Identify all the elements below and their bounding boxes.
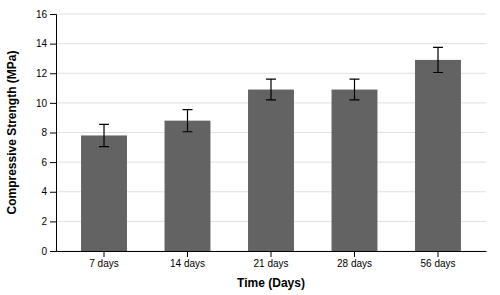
tick-mark (50, 221, 56, 222)
tick-label: 0 (41, 246, 47, 257)
tick: 4 (41, 186, 56, 197)
tick: 7 days (89, 251, 118, 269)
tick-mark (50, 251, 56, 252)
tick-label: 6 (41, 157, 47, 168)
marks (81, 47, 461, 251)
tick-label: 16 (36, 9, 48, 20)
error-bar (349, 79, 359, 100)
error-bar (99, 124, 109, 146)
tick-label: 21 days (253, 258, 288, 269)
tick-label: 14 (36, 38, 48, 49)
bar (332, 90, 378, 251)
x-axis: 7 days 14 days 21 days 28 days 56 days (57, 251, 487, 269)
tick-label: 7 days (89, 258, 118, 269)
tick: 6 (41, 157, 56, 168)
error-bar (266, 79, 276, 100)
tick-label: 2 (41, 216, 47, 227)
tick-label: 10 (36, 98, 48, 109)
tick-mark (354, 251, 355, 257)
tick-mark (187, 251, 188, 257)
tick: 21 days (253, 251, 288, 269)
tick: 12 (36, 68, 56, 79)
tick: 16 (36, 9, 56, 20)
bar (415, 60, 461, 251)
tick: 28 days (337, 251, 372, 269)
bar (165, 121, 211, 251)
bar (248, 90, 294, 251)
axis-line (50, 15, 57, 252)
tick: 10 (36, 98, 56, 109)
tick-mark (50, 44, 56, 45)
error-bar (433, 47, 443, 72)
tick-label: 8 (41, 127, 47, 138)
tick-mark (50, 192, 56, 193)
tick: 14 (36, 38, 56, 49)
grid-line (56, 43, 486, 44)
error-bar (183, 110, 193, 132)
tick-mark (50, 73, 56, 74)
tick-mark (271, 251, 272, 257)
tick-mark (50, 103, 56, 104)
grid-line (56, 14, 486, 15)
tick: 8 (41, 127, 56, 138)
x-axis-title: Time (Days) (237, 276, 305, 290)
tick: 56 days (420, 251, 455, 269)
y-axis: 0 2 4 6 8 10 12 14 16 (36, 9, 57, 257)
y-axis-title: Compressive Strength (MPa) (5, 50, 19, 214)
tick: 0 (41, 246, 56, 257)
tick-label: 4 (41, 186, 47, 197)
tick-label: 28 days (337, 258, 372, 269)
tick: 2 (41, 216, 56, 227)
tick-mark (437, 251, 438, 257)
tick-mark (50, 133, 56, 134)
tick-mark (104, 251, 105, 257)
tick: 14 days (170, 251, 205, 269)
tick-label: 56 days (420, 258, 455, 269)
tick-label: 14 days (170, 258, 205, 269)
tick-mark (50, 162, 56, 163)
grid (56, 14, 486, 251)
tick-label: 12 (36, 68, 48, 79)
plot: 0 2 4 6 8 10 12 14 16 7 days 14 days 21 days 28 days… (36, 9, 487, 269)
chart: 0 2 4 6 8 10 12 14 16 7 days 14 days 21 days 28 days… (0, 0, 500, 295)
bar (81, 135, 127, 251)
tick-mark (50, 14, 56, 15)
